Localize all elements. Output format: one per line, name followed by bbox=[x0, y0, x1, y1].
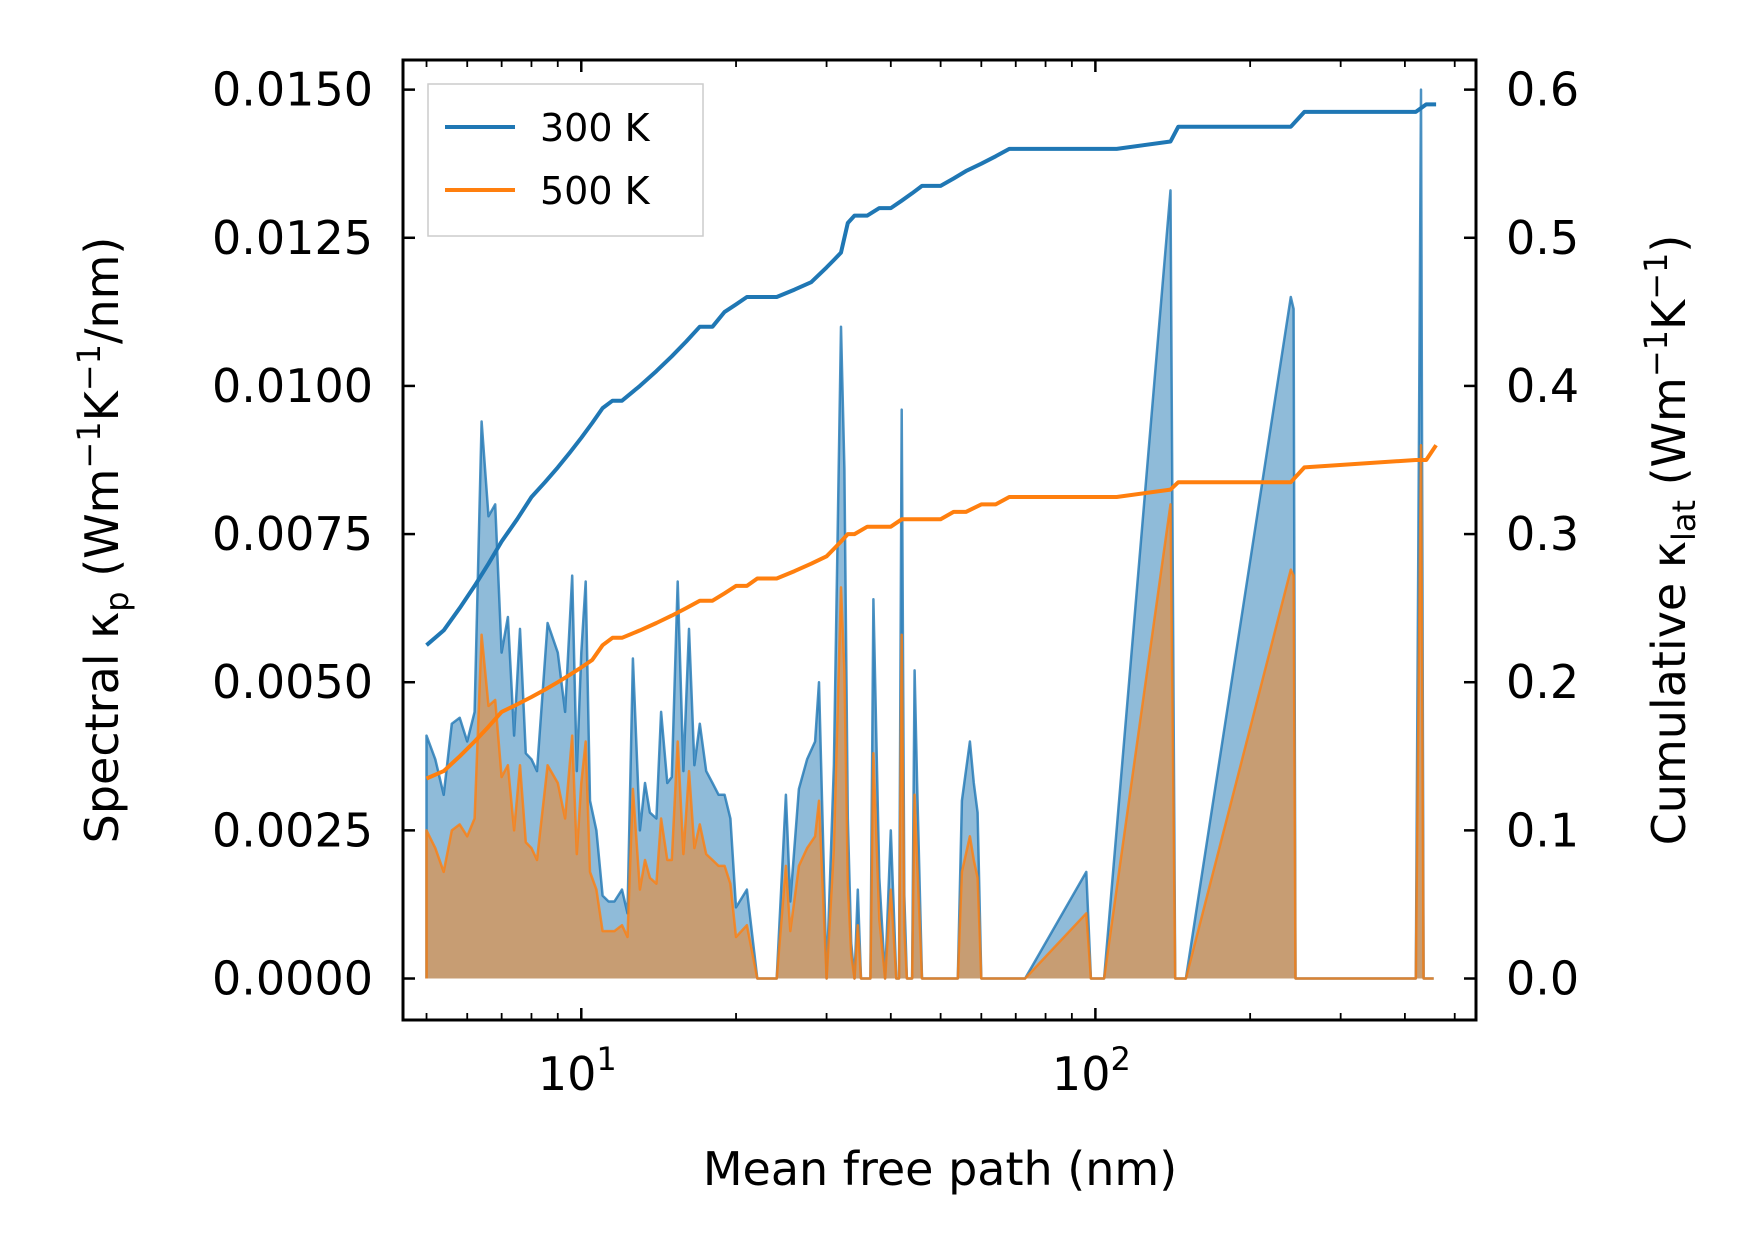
y-right-title-suffix: (Wm bbox=[1642, 377, 1696, 500]
y-right-tick-label: 0.2 bbox=[1506, 655, 1579, 709]
x-tick-label: 101 bbox=[538, 1040, 617, 1101]
y-right-title-mid: K bbox=[1642, 298, 1696, 330]
cumulative-layer bbox=[425, 102, 1438, 781]
y-right-tick-label: 0.1 bbox=[1506, 803, 1579, 857]
y-left-tick-label: 0.0150 bbox=[212, 63, 373, 117]
y-left-title-suffix: (Wm bbox=[75, 469, 129, 592]
y-right-tick-label: 0.0 bbox=[1506, 952, 1579, 1006]
y-left-title-mid: K bbox=[75, 389, 129, 421]
legend-label-300k: 300 K bbox=[540, 106, 651, 150]
y-axis-right-title: Cumulative κlat (Wm−1K−1) bbox=[1637, 235, 1703, 846]
y-right-tick-label: 0.5 bbox=[1506, 211, 1579, 265]
legend: 300 K 500 K bbox=[427, 83, 704, 237]
y-left-tick-label: 0.0050 bbox=[212, 655, 373, 709]
y-left-title-sup2: −1 bbox=[70, 344, 108, 391]
x-tick-label-base: 10 bbox=[1052, 1047, 1111, 1101]
y-right-title-sup1: −1 bbox=[1637, 330, 1675, 377]
spectral-line-500k bbox=[425, 443, 1434, 980]
x-tick-label: 102 bbox=[1052, 1040, 1131, 1101]
x-axis-title: Mean free path (nm) bbox=[703, 1142, 1177, 1196]
y-right-tick-label: 0.4 bbox=[1506, 359, 1579, 413]
y-right-tick-label: 0.3 bbox=[1506, 507, 1579, 561]
ticks-layer: 101 1020.00000.00250.00500.00750.01000.01… bbox=[212, 60, 1579, 1101]
y-left-title-prefix: Spectral κ bbox=[75, 612, 129, 844]
y-right-tick-label: 0.6 bbox=[1506, 63, 1579, 117]
y-left-tick-label: 0.0125 bbox=[212, 211, 373, 265]
legend-box bbox=[427, 83, 704, 237]
spectral-area-500k bbox=[426, 445, 1434, 979]
y-left-tick-label: 0.0025 bbox=[212, 803, 373, 857]
y-left-title-sup1: −1 bbox=[70, 421, 108, 468]
legend-label-500k: 500 K bbox=[540, 169, 651, 213]
y-left-tick-label: 0.0100 bbox=[212, 359, 373, 413]
y-axis-left-title: Spectral κp (Wm−1K−1/nm) bbox=[70, 237, 136, 844]
y-right-title-sub: lat bbox=[1665, 500, 1703, 541]
spectral-layer bbox=[425, 88, 1434, 980]
y-right-title-prefix: Cumulative κ bbox=[1642, 541, 1696, 845]
y-left-tick-label: 0.0075 bbox=[212, 507, 373, 561]
y-left-title-sub: p bbox=[98, 591, 136, 611]
plot-frame bbox=[401, 58, 1478, 1022]
x-tick-label-exp: 1 bbox=[596, 1040, 616, 1078]
y-right-title-sup2: −1 bbox=[1637, 253, 1675, 300]
cumulative-line-500k bbox=[425, 444, 1438, 781]
x-tick-label-base: 10 bbox=[538, 1047, 597, 1101]
y-left-title-end: /nm) bbox=[75, 237, 129, 344]
y-left-tick-label: 0.0000 bbox=[212, 952, 373, 1006]
cumulative-line-300k bbox=[425, 102, 1437, 647]
y-right-title-end: ) bbox=[1642, 235, 1696, 253]
x-tick-label-exp: 2 bbox=[1110, 1040, 1130, 1078]
